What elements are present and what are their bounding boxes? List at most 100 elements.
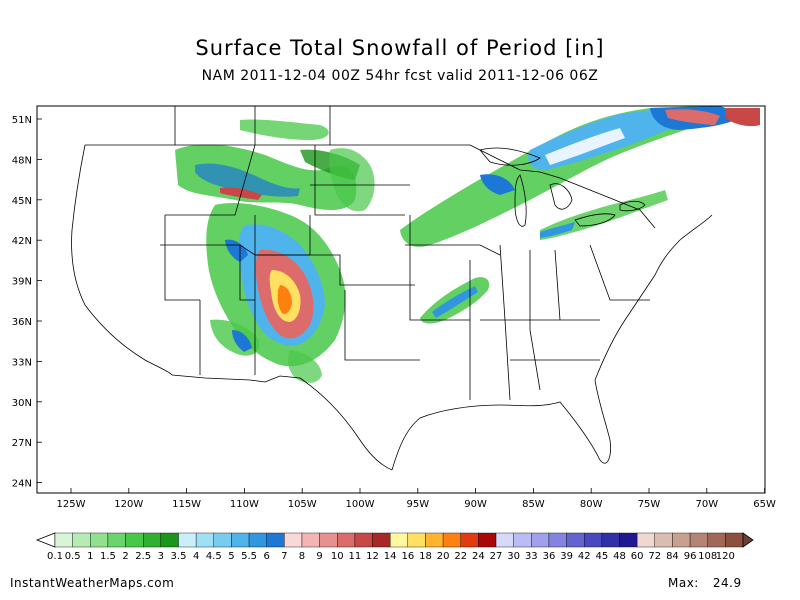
legend-swatch: [707, 532, 726, 548]
legend-swatch: [442, 532, 461, 548]
legend-label: 3.5: [171, 551, 187, 562]
legend-label: 96: [684, 551, 697, 562]
legend-swatch: [231, 532, 250, 548]
legend-label: 108: [698, 551, 717, 562]
legend-label: 48: [613, 551, 626, 562]
lat-label: 51N: [12, 115, 32, 126]
legend-label: 5.5: [241, 551, 257, 562]
legend-swatch: [337, 532, 356, 548]
lon-label: 105W: [288, 499, 317, 510]
axis-ticks: [37, 118, 765, 493]
legend-label: 16: [401, 551, 414, 562]
legend-label: 6: [264, 551, 270, 562]
legend-swatch: [54, 532, 73, 548]
legend-swatch: [689, 532, 708, 548]
legend-swatch: [531, 532, 550, 548]
legend-label: 4: [193, 551, 199, 562]
lon-label: 65W: [753, 499, 776, 510]
legend-label: 42: [578, 551, 591, 562]
legend-label: 84: [666, 551, 679, 562]
lon-label: 110W: [230, 499, 259, 510]
lat-label: 48N: [12, 155, 32, 166]
legend-label: 8: [299, 551, 305, 562]
lat-label: 39N: [12, 277, 32, 288]
legend-label: 1: [87, 551, 93, 562]
legend-label: 0.1: [47, 551, 63, 562]
legend-swatch: [566, 532, 585, 548]
lat-label: 27N: [12, 438, 32, 449]
lon-label: 125W: [57, 499, 86, 510]
legend-swatch: [354, 532, 373, 548]
lon-label: 75W: [638, 499, 661, 510]
legend-swatch: [266, 532, 285, 548]
legend-label: 3: [158, 551, 164, 562]
lon-label: 120W: [114, 499, 143, 510]
map-subtitle: NAM 2011-12-04 00Z 54hr fcst valid 2011-…: [201, 68, 599, 84]
snowfall-field: [175, 106, 760, 383]
legend-swatch: [178, 532, 197, 548]
legend-swatch: [548, 532, 567, 548]
legend-swatch: [654, 532, 673, 548]
max-value-readout: Max: 24.9: [668, 576, 742, 590]
legend-swatch: [407, 532, 426, 548]
max-value: 24.9: [712, 576, 742, 590]
legend-label: 11: [349, 551, 362, 562]
legend-low-arrow: [35, 532, 56, 548]
legend-swatch: [513, 532, 532, 548]
legend-swatch: [584, 532, 603, 548]
legend-swatch: [495, 532, 514, 548]
legend-label: 45: [596, 551, 609, 562]
legend-high-arrow: [742, 532, 754, 548]
legend-label: 60: [631, 551, 644, 562]
legend-swatch: [672, 532, 691, 548]
lon-labels: 125W 120W 115W 110W 105W 100W 95W 90W 85W 80W 75W 7…: [57, 499, 777, 510]
map-outline: [36, 105, 766, 494]
legend-label: 9: [316, 551, 322, 562]
legend-swatch: [143, 532, 162, 548]
legend-label: 0.5: [65, 551, 81, 562]
map-title: Surface Total Snowfall of Period [in]: [195, 36, 605, 60]
legend-label: 30: [507, 551, 520, 562]
legend-swatch: [460, 532, 479, 548]
legend-swatch: [725, 532, 744, 548]
color-legend: 0.1 0.5 1 1.5 2 2.5 3 3.5 4 4.5 5 5.5 6 7 8 9 10 11 12 14 16…: [35, 532, 754, 562]
lat-label: 24N: [12, 479, 32, 490]
lat-label: 36N: [12, 317, 32, 328]
lon-label: 95W: [406, 499, 429, 510]
lon-label: 85W: [522, 499, 545, 510]
legend-label: 36: [543, 551, 556, 562]
legend-label: 4.5: [206, 551, 222, 562]
legend-swatch: [636, 532, 655, 548]
legend-label: 18: [419, 551, 432, 562]
lon-label: 90W: [464, 499, 487, 510]
legend-label: 2: [122, 551, 128, 562]
max-label: Max:: [668, 576, 699, 590]
legend-swatch: [284, 532, 303, 548]
legend-label: 72: [648, 551, 661, 562]
legend-label: 5: [228, 551, 234, 562]
legend-swatch: [195, 532, 214, 548]
legend-label: 120: [716, 551, 735, 562]
legend-swatch: [425, 532, 444, 548]
legend-label: 22: [454, 551, 467, 562]
legend-swatch: [301, 532, 320, 548]
legend-swatch: [248, 532, 267, 548]
legend-label: 27: [490, 551, 503, 562]
lat-label: 33N: [12, 357, 32, 368]
legend-swatch: [319, 532, 338, 548]
legend-label: 20: [437, 551, 450, 562]
legend-label: 7: [281, 551, 287, 562]
lon-label: 115W: [172, 499, 201, 510]
lat-label: 45N: [12, 196, 32, 207]
legend-swatch: [125, 532, 144, 548]
legend-label: 39: [560, 551, 573, 562]
legend-label: 14: [384, 551, 397, 562]
legend-swatch: [72, 532, 91, 548]
legend-swatch: [389, 532, 409, 548]
legend-label: 12: [366, 551, 379, 562]
site-credit: InstantWeatherMaps.com: [10, 576, 175, 590]
legend-label: 24: [472, 551, 485, 562]
legend-swatch: [478, 532, 497, 548]
lon-label: 100W: [346, 499, 375, 510]
